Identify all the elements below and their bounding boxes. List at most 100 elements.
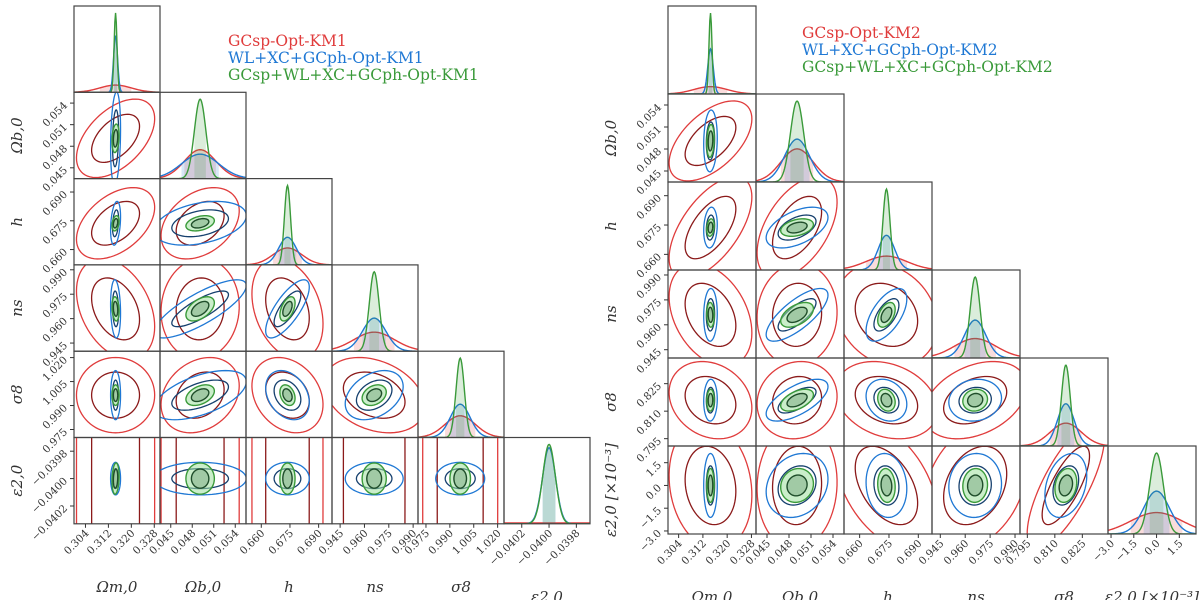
panel-content <box>668 360 753 440</box>
contour-1sigma-2 <box>786 306 808 324</box>
panel-content <box>75 437 156 524</box>
panel-content <box>756 446 838 534</box>
panel-content <box>251 437 324 524</box>
posterior-band-2 <box>1061 365 1071 446</box>
contour-2sigma-0 <box>844 270 932 358</box>
panel-2d-Omega_m0-vs-h <box>73 178 161 266</box>
contour-1sigma-2 <box>112 468 119 489</box>
contour-2sigma-1 <box>160 200 246 246</box>
contour-1sigma-1 <box>273 379 302 411</box>
x-tick-label: 0.312 <box>85 527 115 557</box>
contour-1sigma-0 <box>854 282 919 348</box>
contour-2sigma-1 <box>948 378 1003 422</box>
contour-2sigma-0 <box>932 446 1020 534</box>
contour-2sigma-0 <box>756 360 838 440</box>
panel-2d-Omega_m0-vs-n_s <box>73 264 161 352</box>
posterior-band-1 <box>964 320 986 358</box>
contour-2sigma-0 <box>668 446 753 534</box>
x-axis-label-n_s: ns <box>366 578 384 596</box>
contour-1sigma-2 <box>112 217 119 229</box>
contour-1sigma-2 <box>1058 474 1074 497</box>
contour-2sigma-0 <box>160 264 240 352</box>
y-tick-label: 0.825 <box>634 380 664 410</box>
x-tick-label: 0.304 <box>655 537 685 567</box>
panel-content <box>160 356 246 434</box>
y-tick-label: 0.975 <box>40 426 70 456</box>
panel-2d-Omega_m0-vs-eps_20 <box>73 436 161 525</box>
contour-1sigma-2 <box>190 388 210 403</box>
contour-1sigma-2 <box>707 221 714 234</box>
posterior-curve-2 <box>844 187 932 270</box>
posterior-band-2 <box>194 99 206 179</box>
x-axis-label-n_s: ns <box>967 588 985 600</box>
panel-content <box>668 446 753 534</box>
contour-1sigma-1 <box>171 379 230 411</box>
posterior-band-0 <box>693 86 728 94</box>
contour-2sigma-1 <box>344 369 404 421</box>
contour-2sigma-0 <box>251 356 324 434</box>
x-tick-label: 0.675 <box>266 527 296 557</box>
contour-2sigma-0 <box>844 360 932 440</box>
y-tick-label: 0.795 <box>634 435 664 465</box>
contour-1sigma-2 <box>786 221 808 234</box>
contour-1sigma-0 <box>265 277 310 341</box>
panel-2d-h-vs-eps_20 <box>843 445 933 535</box>
panel-2d-h-vs-n_s <box>245 264 333 352</box>
panel-2d-h-vs-eps_20 <box>245 436 333 525</box>
contour-1sigma-2 <box>453 468 468 489</box>
panel-1d-h <box>843 181 933 271</box>
y-tick-label: 0.690 <box>40 189 70 219</box>
posterior-band-0 <box>99 85 132 93</box>
legend-entry-combined-km2: GCsp+WL+XC+GCph-Opt-KM2 <box>802 58 1053 76</box>
contour-2sigma-1 <box>948 452 1003 519</box>
contour-2sigma-1 <box>703 378 718 422</box>
x-axis-label-sigma_8: σ8 <box>1054 588 1074 600</box>
y-axis-label-h: h <box>602 221 620 231</box>
panel-2d-Omega_b0-vs-sigma_8 <box>755 357 845 447</box>
panel-content <box>932 276 1020 358</box>
panel-content <box>75 264 156 352</box>
contour-2sigma-1 <box>865 287 908 342</box>
contour-2sigma-1 <box>109 369 122 421</box>
contour-1sigma-2 <box>880 474 893 497</box>
posterior-curve-0 <box>332 331 418 351</box>
contour-2sigma-1 <box>765 378 829 422</box>
contour-2sigma-2 <box>877 467 896 504</box>
x-tick-label: 0.975 <box>966 538 996 568</box>
x-tick-label: −3.0 <box>1091 538 1118 565</box>
panel-2d-Omega_m0-vs-n_s <box>667 269 757 359</box>
legend-left: GCsp-Opt-KM1 WL+XC+GCph-Opt-KM1 GCsp+WL+… <box>228 33 479 84</box>
posterior-curve-0 <box>1020 422 1108 446</box>
contour-2sigma-1 <box>435 461 486 496</box>
posterior-band-0 <box>865 256 907 270</box>
contour-1sigma-1 <box>873 386 900 414</box>
contour-2sigma-0 <box>251 437 324 524</box>
contour-1sigma-0 <box>771 375 823 425</box>
contour-1sigma-0 <box>943 446 1008 526</box>
panel-content <box>756 360 838 440</box>
contour-1sigma-0 <box>771 195 823 260</box>
y-axis-label-h: h <box>8 217 26 227</box>
x-tick-label: 0.675 <box>865 538 895 568</box>
panel-2d-h-vs-sigma_8 <box>245 350 333 439</box>
contour-2sigma-1 <box>265 369 310 421</box>
contour-2sigma-2 <box>279 462 296 495</box>
panel-2d-Omega_m0-vs-sigma_8 <box>667 357 757 447</box>
contour-1sigma-2 <box>707 130 714 152</box>
contour-2sigma-1 <box>703 287 718 342</box>
panel-2d-h-vs-sigma_8 <box>843 357 933 447</box>
posterior-curve-0 <box>74 84 160 93</box>
contour-1sigma-0 <box>90 437 141 524</box>
contour-2sigma-1 <box>703 109 718 173</box>
legend-entry-wl-xc-gcph-km2: WL+XC+GCph-Opt-KM2 <box>802 41 998 59</box>
panel-content <box>75 186 156 260</box>
contour-1sigma-1 <box>273 290 302 328</box>
x-tick-label: 0.304 <box>62 527 92 557</box>
posterior-band-2 <box>542 444 556 524</box>
posterior-curve-0 <box>418 415 504 438</box>
x-tick-label: 0.312 <box>679 538 709 568</box>
panel-1d-sigma_8 <box>417 350 505 439</box>
contour-2sigma-0 <box>756 446 838 534</box>
panel-2d-Omega_b0-vs-h <box>755 181 845 271</box>
posterior-curve-2 <box>332 270 418 352</box>
